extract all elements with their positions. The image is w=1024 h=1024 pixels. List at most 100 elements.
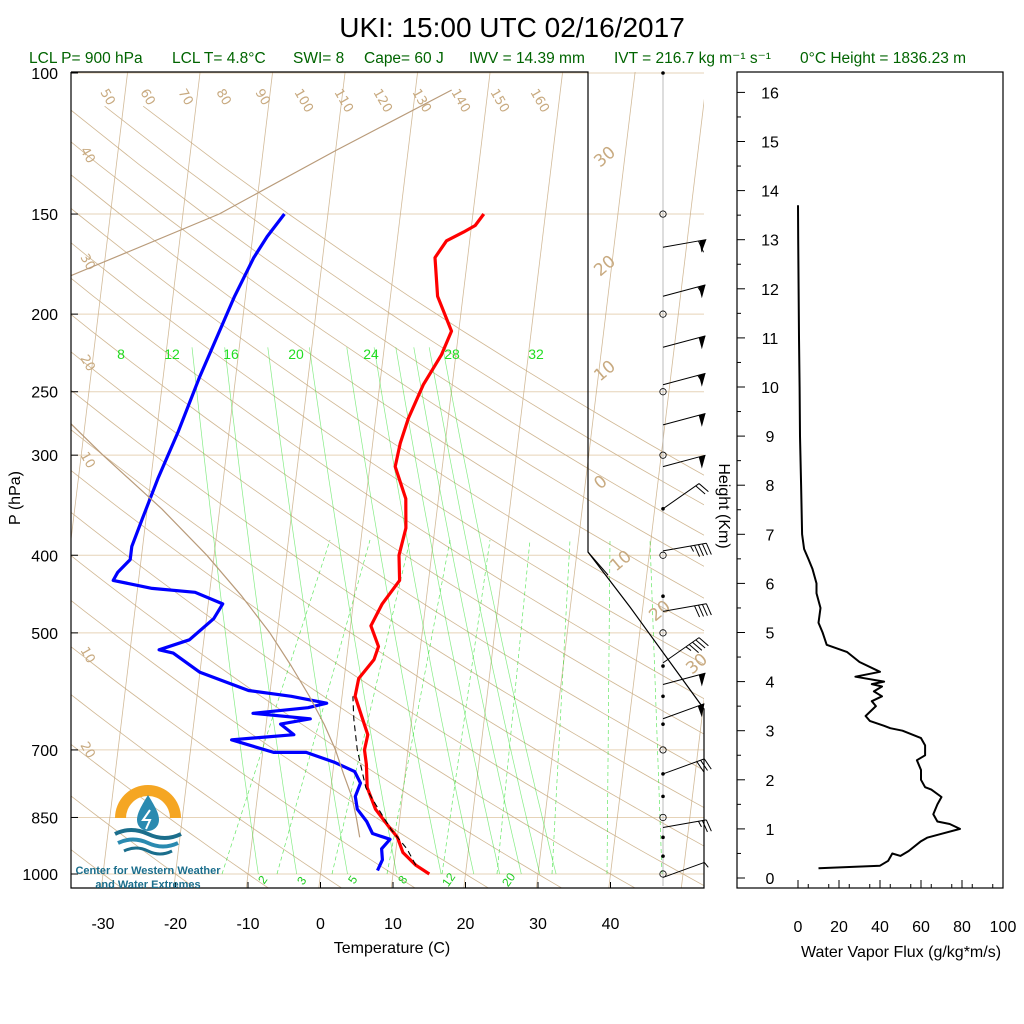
wind-barb-flag (705, 819, 712, 832)
wind-barb-staff (662, 542, 707, 552)
lcl-trace-line (352, 696, 417, 866)
mixing-ratio-line (428, 347, 541, 875)
wind-barb-14 (662, 861, 709, 878)
logo-text-line1: Center for Western Weather (75, 865, 221, 877)
isotherm-line (100, 72, 201, 888)
wind-barb-staff (662, 672, 706, 685)
mixing-ratio-line (373, 347, 475, 875)
mixing-ratio-line (346, 347, 442, 875)
mixing-ratio-line (191, 347, 259, 875)
dry-adiabat-line (71, 555, 563, 888)
wind-barb-staff (662, 239, 707, 248)
dry-adiabat-label-5: 100 (291, 87, 316, 116)
wind-barb-flag (696, 761, 705, 773)
wind-barb-flag (697, 604, 704, 617)
dry-adiabat-label-3: 80 (213, 87, 234, 109)
isotherm-line (71, 72, 129, 543)
isotherm-line (463, 72, 564, 888)
mixing-ratio-label-top-1: 12 (164, 346, 180, 362)
wind-barb-flag (694, 605, 701, 618)
dry-adiabat-line (71, 389, 704, 809)
isotherm-line (535, 72, 636, 888)
wind-level-dot (661, 594, 665, 599)
dry-adiabat-line (71, 511, 636, 888)
wind-barb-column (659, 71, 712, 886)
y-tick-label-0: 100 (31, 66, 58, 83)
flux-x-tick-label-3: 60 (912, 919, 930, 936)
wind-barb-flag (698, 483, 709, 493)
wind-barb-11 (662, 703, 705, 720)
wind-level-circle (659, 451, 667, 459)
dry-adiabat-line (71, 314, 704, 735)
flux-y-tick-label-0: 0 (766, 871, 775, 888)
flux-y-tick-label-5: 5 (766, 626, 775, 643)
flux-y-tick-label-2: 2 (766, 773, 775, 790)
wind-barb-flag (688, 644, 699, 653)
dry-adiabat-line (71, 429, 704, 847)
x-tick-label-5: 20 (457, 916, 475, 933)
logo-sun-arc (115, 785, 181, 818)
wind-barb-6 (662, 483, 709, 510)
dry-adiabat-label-15: 10 (77, 450, 98, 472)
flux-y-tick-label-6: 6 (766, 576, 775, 593)
mixing-ratio-line (309, 347, 398, 875)
wind-barb-pennant (698, 373, 706, 387)
flux-y-tick-label-13: 13 (761, 233, 779, 250)
dry-adiabat-label-6: 110 (331, 87, 356, 116)
subtitle-iwv: IWV = 14.39 mm (469, 50, 585, 67)
x-tick-label-1: -20 (164, 916, 187, 933)
wind-barb-flag (705, 543, 712, 555)
dry-adiabat-label-4: 90 (252, 87, 273, 109)
wind-barb-staff (662, 483, 700, 510)
y-tick-label-9: 1000 (22, 867, 58, 884)
temperature-line (353, 213, 486, 876)
wind-level-dot (661, 722, 665, 726)
wind-barb-staff (662, 758, 705, 775)
x-tick-label-2: -10 (236, 916, 259, 933)
parcel-line (71, 89, 452, 838)
mixing-ratio-label-top-2: 16 (223, 346, 239, 362)
isotherm-label-5: 20 (645, 597, 674, 626)
subtitle-ivt: IVT = 216.7 kg m⁻¹ s⁻¹ (614, 50, 771, 67)
dry-adiabat-label-0: 50 (97, 87, 118, 109)
wind-barb-half-flag (697, 375, 702, 381)
dry-adiabat-label-1: 60 (137, 87, 158, 109)
dry-adiabat-label-14: 20 (77, 353, 98, 375)
wind-level-dot (661, 664, 665, 668)
mixing-ratio-label-top-6: 32 (528, 346, 544, 362)
wind-barb-half-flag (697, 286, 702, 293)
flux-y-tick-label-12: 12 (761, 282, 779, 299)
skew-t-background (71, 72, 704, 888)
flux-x-tick-label-4: 80 (953, 919, 971, 936)
flux-x-tick-label-0: 0 (794, 919, 803, 936)
logo-text-line2: and Water Extremes (95, 879, 200, 891)
dry-adiabat-line (71, 351, 704, 771)
moist-adiabat-line (331, 539, 411, 875)
wind-level-circle (659, 629, 667, 637)
logo-wave-1 (114, 828, 182, 840)
dry-adiabat-label-7: 120 (370, 87, 395, 116)
mixing-ratio-label-bottom-2: 5 (345, 873, 360, 887)
wind-barb-3 (662, 372, 706, 387)
wind-barb-7 (662, 542, 712, 557)
dry-adiabat-line (142, 105, 704, 476)
isotherm-label-6: 30 (682, 650, 711, 679)
wind-barb-pennant (699, 239, 707, 253)
chart-subtitle: LCL P= 900 hPa LCL T= 4.8°C SWI= 8 Cape=… (29, 50, 966, 67)
wind-barb-5 (662, 454, 706, 469)
wind-level-circle (659, 551, 667, 559)
mixing-ratio-label-bottom-1: 3 (294, 874, 309, 888)
mixing-ratio-label-top-4: 24 (363, 346, 379, 362)
mixing-ratio-line (224, 347, 298, 875)
isotherm-line (173, 72, 274, 888)
isotherm-line (390, 72, 491, 888)
wind-barb-staff (662, 284, 706, 297)
logo-drop-swirl (141, 809, 152, 830)
isotherm-label-3: 0 (590, 472, 611, 494)
wind-level-circle (659, 813, 667, 822)
wind-barb-staff (662, 335, 706, 348)
subtitle-lcl-p: LCL P= 900 hPa (29, 50, 143, 67)
dry-adiabat-label-10: 150 (487, 87, 512, 116)
